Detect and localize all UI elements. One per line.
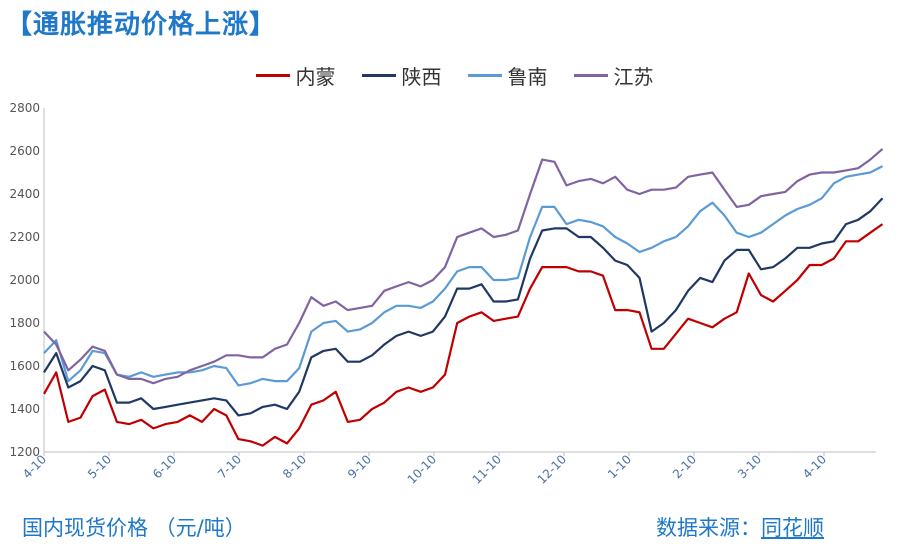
y-tick-label: 1400 [9, 402, 40, 416]
legend-label-shaanxi: 陕西 [401, 64, 442, 89]
legend-item-shaanxi: 陕西 [361, 61, 442, 90]
series-line-3 [43, 148, 884, 385]
y-tick-label: 1600 [9, 359, 40, 373]
y-tick-label: 2400 [9, 187, 40, 201]
legend-label-lunan: 鲁南 [507, 64, 548, 89]
y-tick-label: 2800 [9, 101, 40, 115]
y-tick-label: 2600 [9, 144, 40, 158]
x-tick-label: 9-10 [345, 452, 374, 481]
legend-item-jiangsu: 江苏 [573, 61, 654, 90]
x-tick-label: 8-10 [280, 452, 309, 481]
x-tick-label: 1-10 [605, 452, 634, 481]
unit-label: 国内现货价格 （元/吨） [22, 516, 246, 540]
y-tick-label: 2000 [9, 273, 40, 287]
x-tick-label: 5-10 [85, 452, 114, 481]
legend-swatch-jiangsu [573, 73, 608, 77]
y-tick-label: 2200 [9, 230, 40, 244]
y-tick-label: 1800 [9, 316, 40, 330]
series-line-0 [43, 223, 884, 447]
x-tick-label: 11-10 [470, 452, 505, 487]
legend: 内蒙 陕西 鲁南 江苏 [0, 61, 909, 89]
x-tick-label: 6-10 [150, 452, 179, 481]
data-source-name[interactable]: 同花顺 [761, 516, 824, 540]
legend-label-neimeng: 内蒙 [295, 64, 336, 89]
legend-swatch-neimeng [255, 73, 290, 77]
x-tick-label: 4-10 [800, 452, 829, 481]
x-tick-label: 10-10 [405, 452, 440, 487]
legend-item-lunan: 鲁南 [467, 61, 548, 90]
legend-item-neimeng: 内蒙 [255, 61, 336, 90]
data-source-prefix: 数据来源： [656, 516, 761, 540]
legend-label-jiangsu: 江苏 [613, 64, 654, 89]
legend-swatch-shaanxi [361, 73, 396, 77]
series-line-1 [43, 197, 884, 417]
data-source: 数据来源：同花顺 [656, 512, 824, 542]
x-tick-label: 3-10 [735, 452, 764, 481]
x-tick-label: 2-10 [670, 452, 699, 481]
y-tick-label: 1200 [9, 445, 40, 459]
x-tick-label: 7-10 [215, 452, 244, 481]
chart-title: 【通胀推动价格上涨】 [6, 10, 277, 40]
x-tick-label: 12-10 [535, 452, 570, 487]
legend-swatch-lunan [467, 73, 502, 77]
